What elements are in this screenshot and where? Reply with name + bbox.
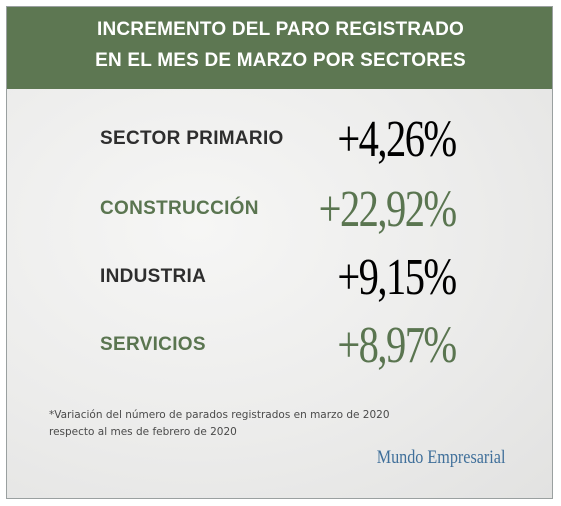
title-line-2: EN EL MES DE MARZO POR SECTORES xyxy=(95,50,466,71)
footnote-line-2: respecto al mes de febrero de 2020 xyxy=(49,426,237,438)
sector-label-primario: SECTOR PRIMARIO xyxy=(100,128,284,149)
footnote: *Variación del número de parados registr… xyxy=(49,407,449,441)
title-line-1: INCREMENTO DEL PARO REGISTRADO xyxy=(96,19,465,40)
sector-value-industria: +9,15% xyxy=(337,249,458,306)
sector-value-primario: +4,26% xyxy=(337,111,458,168)
brand-logo: Mundo Empresarial xyxy=(376,447,505,468)
sector-label-servicios: SERVICIOS xyxy=(100,334,206,355)
sector-label-construccion: CONSTRUCCIÓN xyxy=(100,198,259,219)
sector-value-construccion: +22,92% xyxy=(318,181,458,238)
sector-value-servicios: +8,97% xyxy=(337,317,458,374)
title-banner: INCREMENTO DEL PARO REGISTRADO EN EL MES… xyxy=(7,7,552,89)
sector-label-industria: INDUSTRIA xyxy=(100,266,207,287)
infographic-card: INCREMENTO DEL PARO REGISTRADO EN EL MES… xyxy=(6,6,553,499)
footnote-line-1: *Variación del número de parados registr… xyxy=(49,409,390,421)
